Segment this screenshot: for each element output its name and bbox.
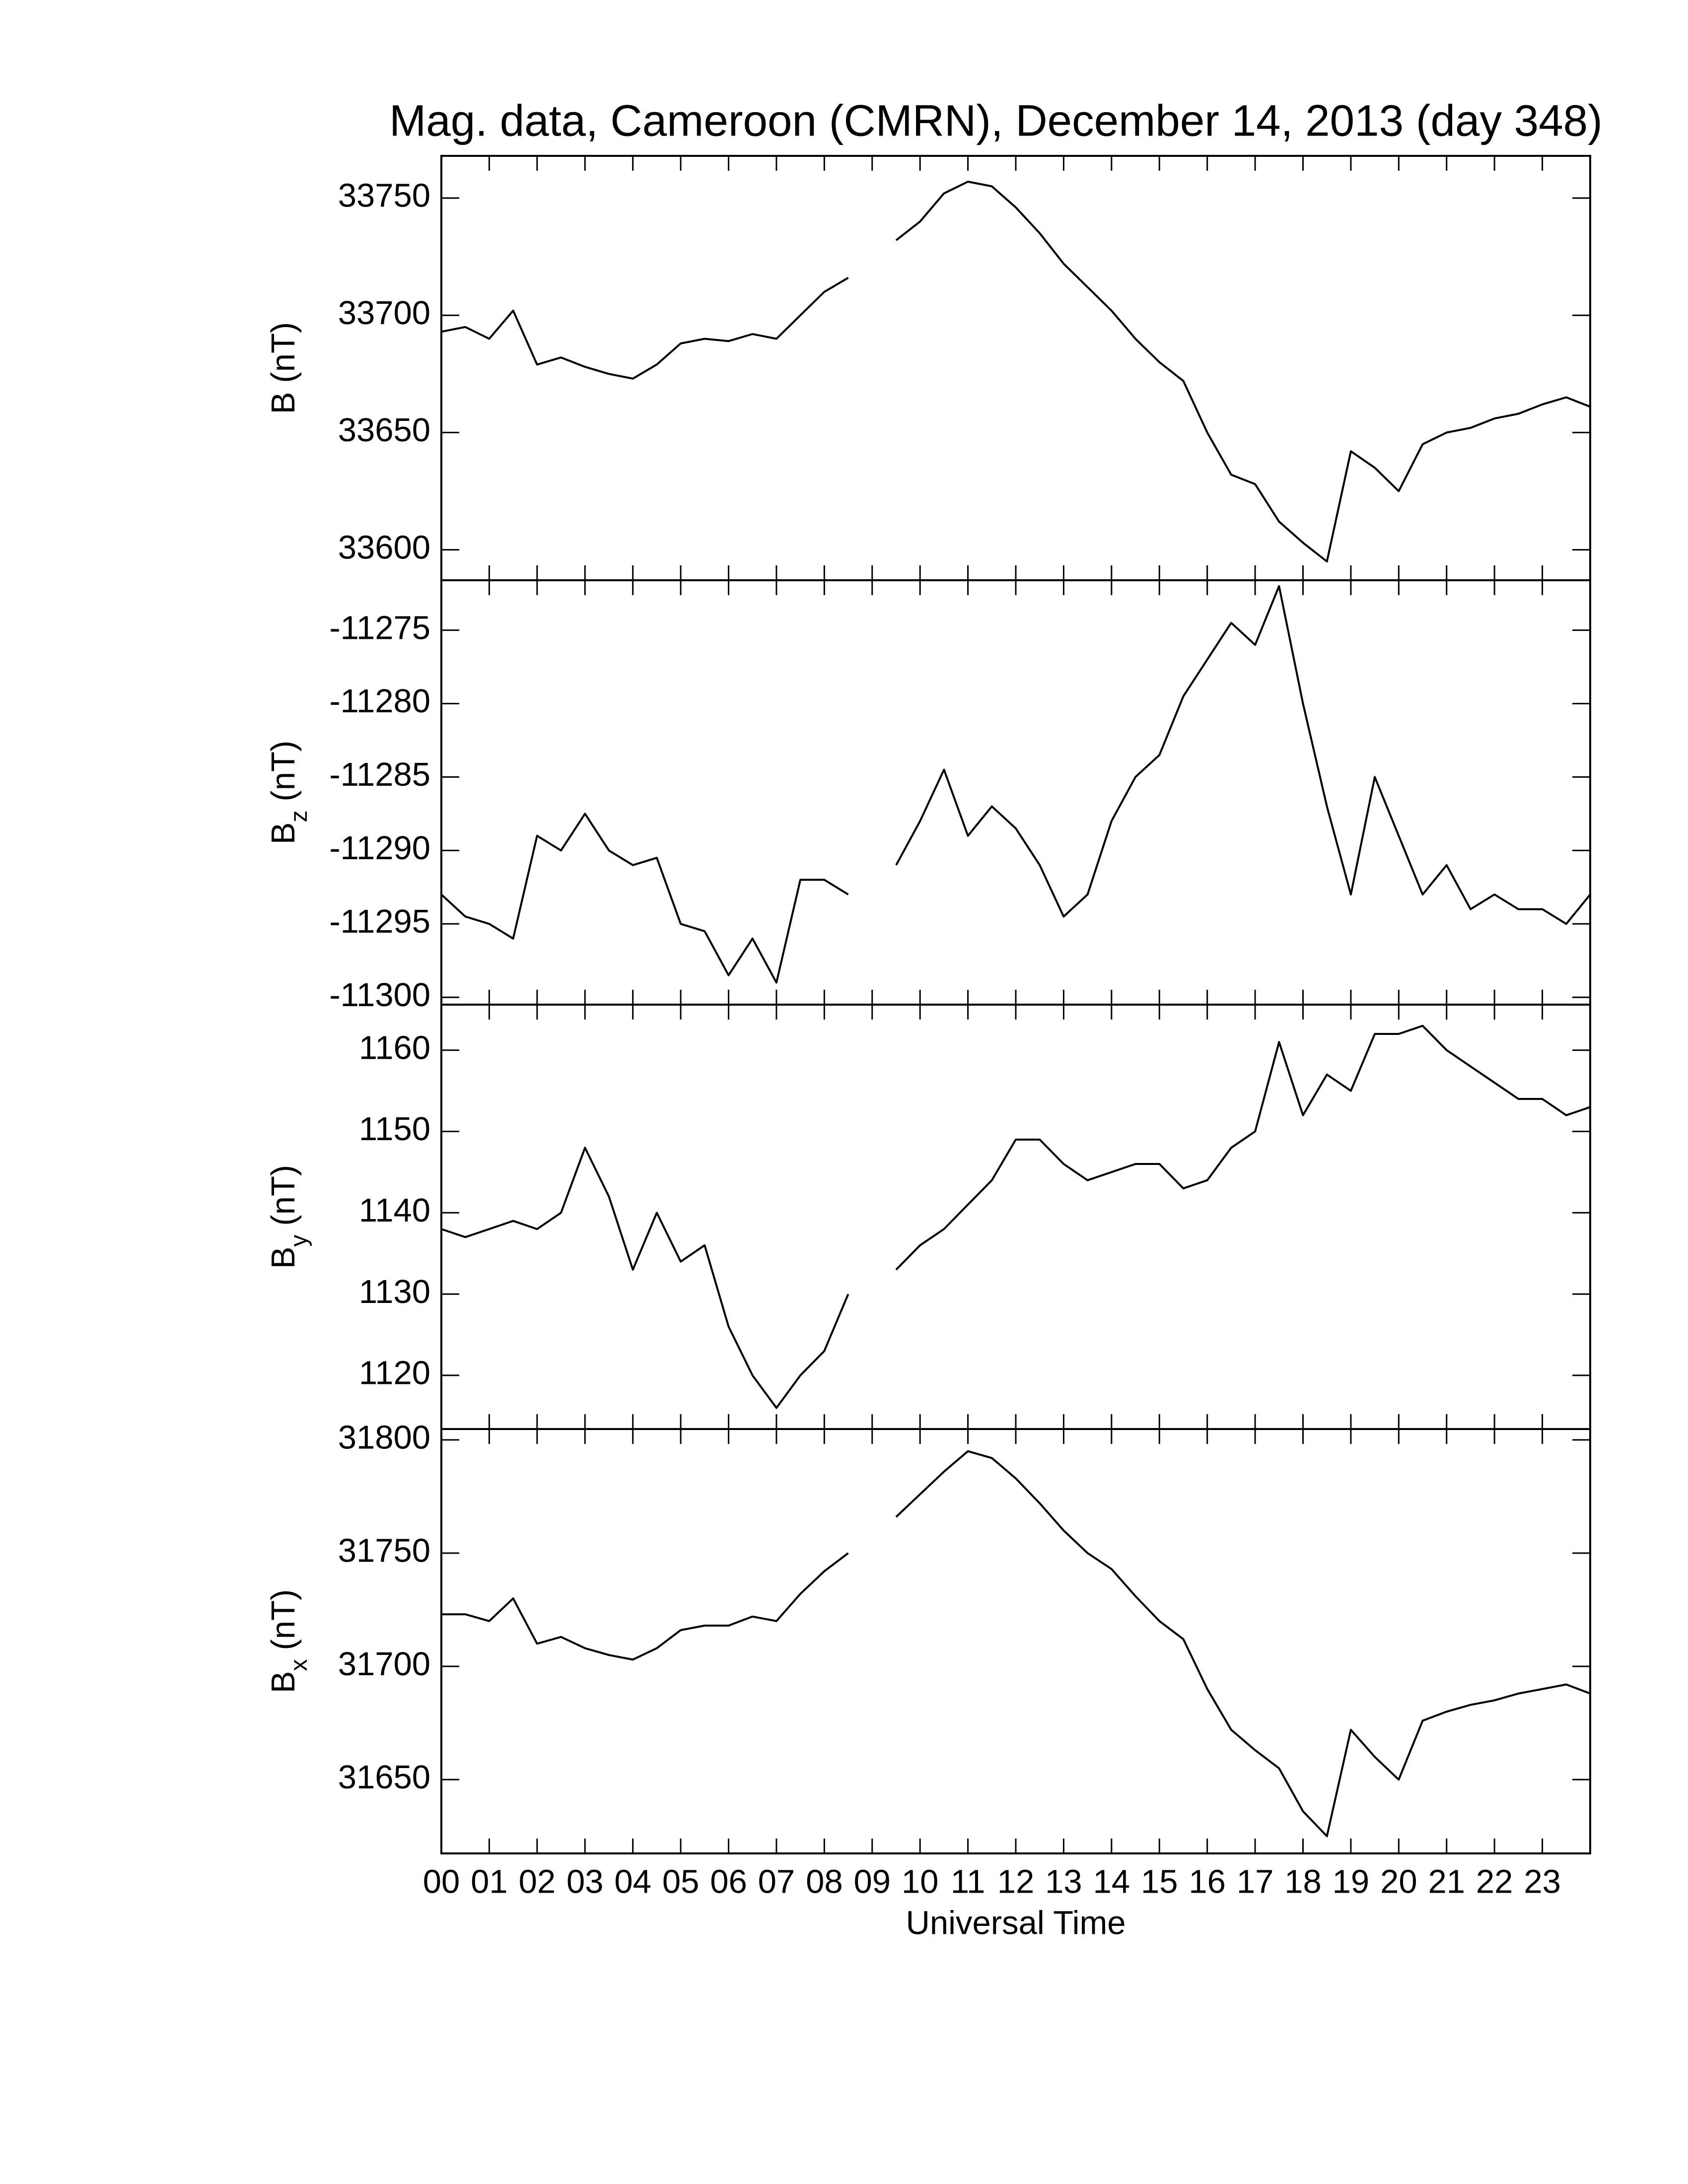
y-tick-label: -11290	[329, 829, 430, 867]
y-axis-label-sub: x	[286, 1659, 312, 1671]
x-tick-label: 06	[710, 1863, 747, 1901]
y-axis-label: By (nT)	[265, 1165, 312, 1269]
y-axis-label-main: B	[265, 1247, 302, 1269]
x-axis-label: Universal Time	[906, 1905, 1125, 1942]
x-tick-label: 09	[853, 1863, 891, 1901]
y-tick-label: 31700	[338, 1645, 430, 1683]
x-tick-label: 02	[519, 1863, 556, 1901]
x-tick-label: 23	[1524, 1863, 1561, 1901]
y-axis-label-main: B	[265, 392, 302, 414]
data-line	[440, 585, 1591, 984]
x-tick-label: 08	[806, 1863, 843, 1901]
x-tick-label: 11	[951, 1863, 985, 1901]
x-tick-label: 22	[1476, 1863, 1513, 1901]
y-axis-label: Bx (nT)	[265, 1589, 312, 1694]
chart-title: Mag. data, Cameroon (CMRN), December 14,…	[389, 96, 1603, 145]
x-tick-label: 10	[902, 1863, 939, 1901]
y-axis-label-unit: (nT)	[265, 1589, 302, 1650]
x-tick-label: 07	[758, 1863, 795, 1901]
x-tick-label: 12	[997, 1863, 1035, 1901]
x-tick-label: 14	[1093, 1863, 1130, 1901]
y-tick-label: -11295	[329, 903, 430, 940]
x-tick-label: 18	[1284, 1863, 1322, 1901]
y-tick-label: -11285	[329, 756, 430, 793]
y-axis-label-unit: (nT)	[265, 322, 302, 383]
x-tick-label: 20	[1380, 1863, 1417, 1901]
x-tick-label: 05	[662, 1863, 700, 1901]
x-tick-label: 15	[1141, 1863, 1178, 1901]
data-line	[441, 1450, 1591, 1838]
y-tick-label: 1130	[359, 1273, 430, 1310]
y-axis-label-sub: y	[286, 1235, 312, 1247]
y-tick-label: 33700	[338, 294, 430, 332]
y-axis-label: B (nT)	[265, 322, 302, 414]
x-tick-label: 04	[614, 1863, 651, 1901]
y-tick-label: 1160	[359, 1029, 430, 1066]
data-line	[441, 1024, 1591, 1409]
y-axis-label-main: B	[265, 1671, 302, 1694]
y-tick-label: -11280	[329, 682, 430, 720]
y-axis-label: Bz (nT)	[265, 741, 312, 845]
data-line	[441, 181, 1591, 563]
y-axis-label-unit: (nT)	[265, 741, 302, 802]
y-tick-label: 31800	[338, 1419, 430, 1456]
y-tick-label: -11275	[329, 609, 430, 646]
y-tick-label: 1140	[359, 1192, 430, 1229]
y-tick-label: 31750	[338, 1532, 430, 1570]
y-axis-label-unit: (nT)	[265, 1165, 302, 1226]
x-tick-label: 03	[566, 1863, 604, 1901]
y-tick-label: 33650	[338, 411, 430, 449]
x-tick-label: 19	[1333, 1863, 1370, 1901]
y-tick-label: -11300	[329, 976, 430, 1014]
y-tick-label: 33750	[338, 177, 430, 214]
y-tick-label: 1120	[359, 1355, 430, 1392]
x-tick-label: 16	[1189, 1863, 1226, 1901]
y-tick-label: 31650	[338, 1759, 430, 1796]
x-tick-label: 13	[1045, 1863, 1082, 1901]
x-tick-label: 01	[471, 1863, 508, 1901]
y-axis-label-sub: z	[286, 811, 312, 822]
x-tick-label: 21	[1428, 1863, 1465, 1901]
x-tick-label: 17	[1237, 1863, 1274, 1901]
x-tick-label: 00	[423, 1863, 460, 1901]
y-axis-label-main: B	[265, 822, 302, 845]
y-tick-label: 1150	[359, 1110, 430, 1148]
y-tick-label: 33600	[338, 529, 430, 566]
